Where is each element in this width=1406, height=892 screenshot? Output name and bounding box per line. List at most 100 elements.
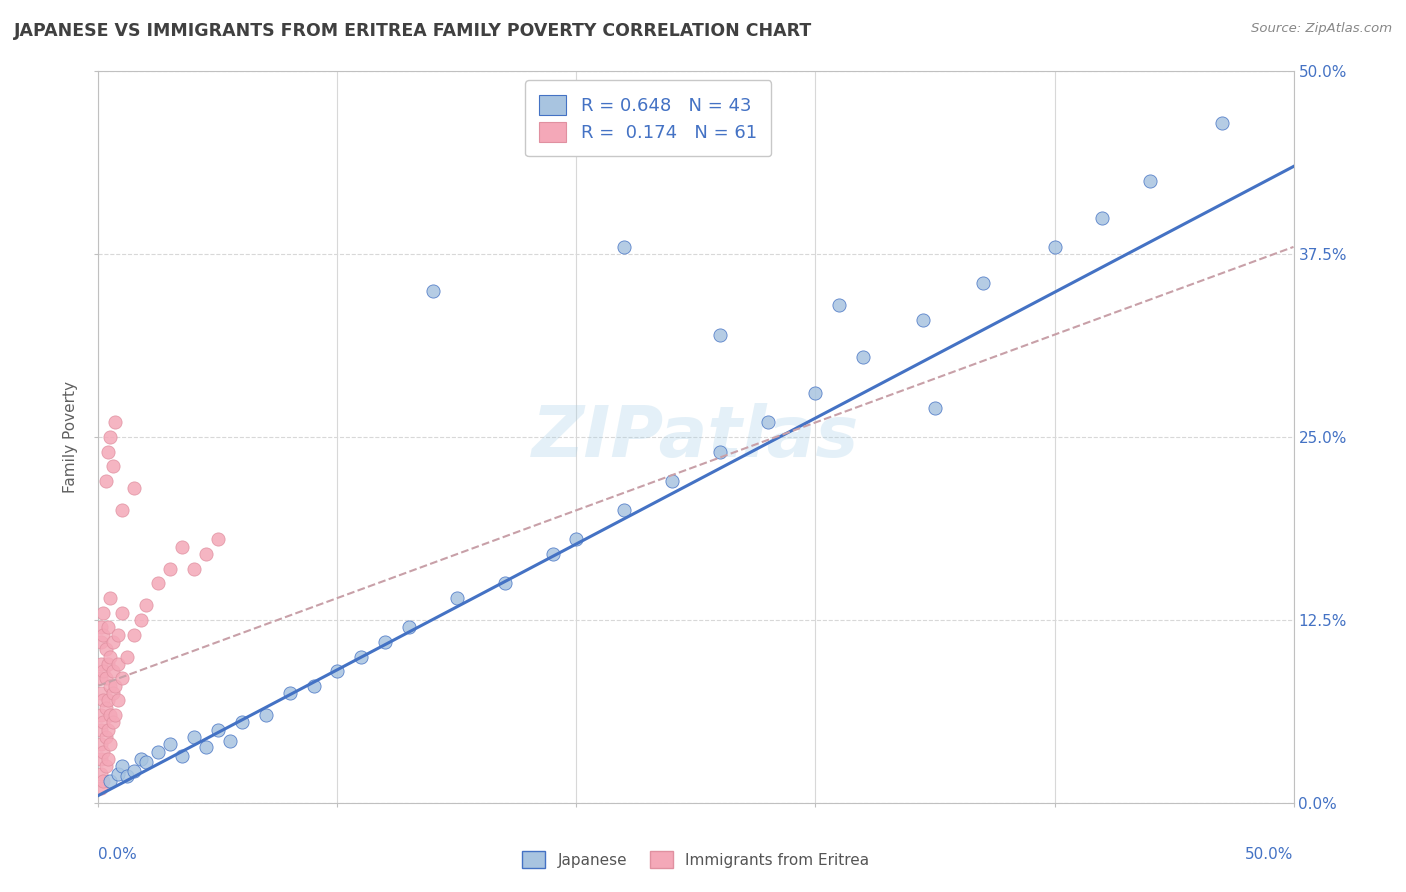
Point <box>613 240 636 254</box>
Point <box>98 773 122 788</box>
Point <box>115 649 138 664</box>
Point <box>135 599 157 613</box>
Point <box>91 606 114 620</box>
Text: ZIPatlas: ZIPatlas <box>533 402 859 472</box>
Point <box>172 540 194 554</box>
Point <box>326 664 349 678</box>
Point <box>613 503 636 517</box>
Point <box>90 672 112 686</box>
Point <box>756 416 779 430</box>
Point <box>852 350 875 364</box>
Point <box>91 693 114 707</box>
Point <box>195 547 218 561</box>
Point <box>107 693 129 707</box>
Point <box>90 686 112 700</box>
Point <box>374 635 396 649</box>
Point <box>98 679 122 693</box>
Point <box>565 533 588 547</box>
Point <box>98 649 122 664</box>
Point <box>107 657 129 671</box>
Point <box>101 459 124 474</box>
Text: JAPANESE VS IMMIGRANTS FROM ERITREA FAMILY POVERTY CORRELATION CHART: JAPANESE VS IMMIGRANTS FROM ERITREA FAMI… <box>14 22 813 40</box>
Y-axis label: Family Poverty: Family Poverty <box>63 381 79 493</box>
Text: Source: ZipAtlas.com: Source: ZipAtlas.com <box>1251 22 1392 36</box>
Point <box>709 327 731 342</box>
Point <box>709 444 731 458</box>
Point <box>111 503 134 517</box>
Point <box>541 547 564 561</box>
Point <box>183 562 205 576</box>
Point <box>97 693 120 707</box>
Point <box>107 627 129 641</box>
Point <box>148 745 170 759</box>
Point <box>278 686 301 700</box>
Point <box>231 715 253 730</box>
Point <box>94 700 117 714</box>
Point <box>101 664 124 678</box>
Point <box>135 755 157 769</box>
Point <box>94 759 117 773</box>
Point <box>302 679 325 693</box>
Point <box>91 715 114 730</box>
Point <box>97 657 120 671</box>
Point <box>98 737 122 751</box>
Point <box>94 642 117 657</box>
Point <box>90 657 112 671</box>
Point <box>828 298 851 312</box>
Point <box>101 686 124 700</box>
Point <box>97 444 120 458</box>
Point <box>1043 240 1066 254</box>
Point <box>254 708 277 723</box>
Point <box>115 769 138 783</box>
Point <box>90 708 112 723</box>
Point <box>107 766 129 780</box>
Point <box>94 730 117 744</box>
Point <box>90 620 112 634</box>
Legend: Japanese, Immigrants from Eritrea: Japanese, Immigrants from Eritrea <box>515 844 877 876</box>
Text: 50.0%: 50.0% <box>1246 847 1294 862</box>
Point <box>97 620 120 634</box>
Point <box>111 759 134 773</box>
Point <box>494 576 516 591</box>
Point <box>101 715 124 730</box>
Point <box>91 773 114 788</box>
Point <box>97 752 120 766</box>
Point <box>101 635 124 649</box>
Point <box>1091 211 1114 225</box>
Point <box>159 737 181 751</box>
Point <box>172 749 194 764</box>
Point <box>924 401 946 415</box>
Point <box>111 606 134 620</box>
Point <box>124 481 146 495</box>
Point <box>124 764 146 778</box>
Point <box>111 672 134 686</box>
Point <box>90 635 112 649</box>
Point <box>90 766 112 780</box>
Point <box>350 649 373 664</box>
Point <box>94 672 117 686</box>
Text: 0.0%: 0.0% <box>98 847 138 862</box>
Point <box>98 708 122 723</box>
Point <box>98 591 122 605</box>
Point <box>661 474 683 488</box>
Point <box>912 313 935 327</box>
Point <box>219 734 242 748</box>
Point <box>97 723 120 737</box>
Point <box>104 708 127 723</box>
Point <box>94 474 117 488</box>
Point <box>207 723 229 737</box>
Point <box>131 613 153 627</box>
Point <box>195 740 218 755</box>
Point <box>90 752 112 766</box>
Point <box>1139 174 1161 188</box>
Point <box>104 679 127 693</box>
Point <box>90 723 112 737</box>
Point <box>183 730 205 744</box>
Point <box>98 430 122 444</box>
Point <box>131 752 153 766</box>
Point <box>91 664 114 678</box>
Point <box>1211 115 1233 129</box>
Point <box>104 416 127 430</box>
Point <box>804 386 827 401</box>
Point <box>422 284 444 298</box>
